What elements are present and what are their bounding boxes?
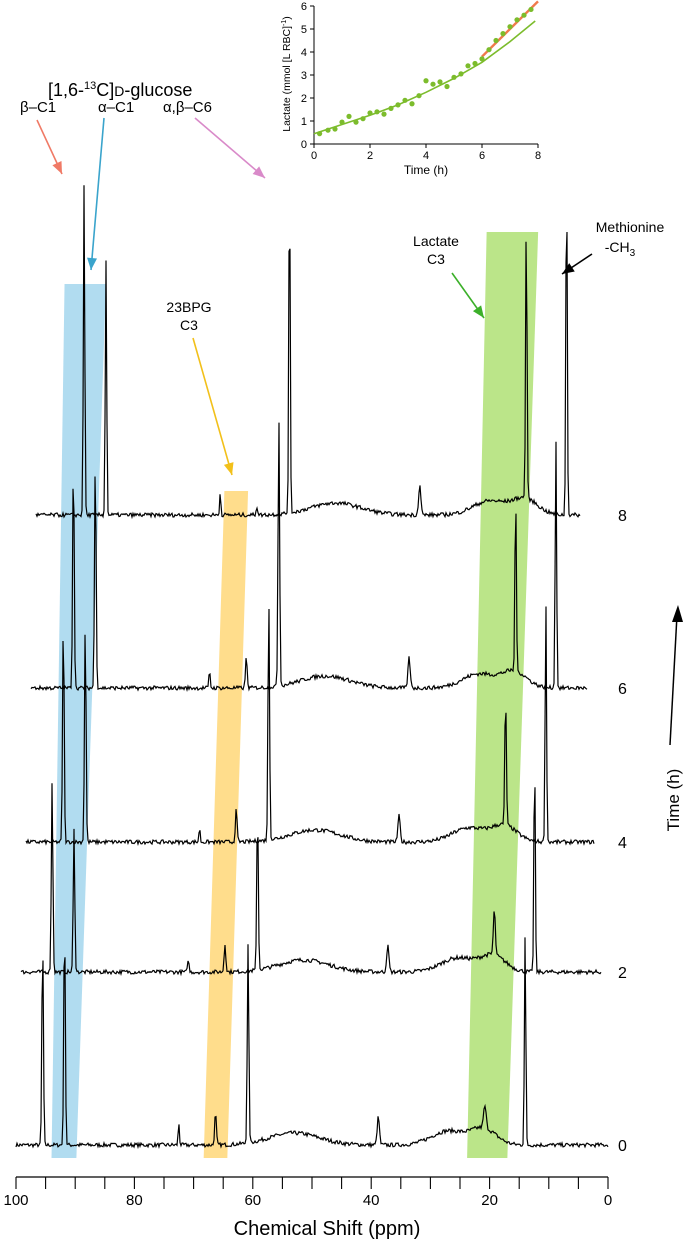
inset-data-point (479, 56, 485, 62)
annotation-glucose-title: [1,6-13C]D-glucose (48, 80, 192, 100)
band-green (467, 232, 539, 1158)
inset-data-point (472, 60, 478, 67)
inset-x-tick-label: 0 (311, 150, 317, 162)
inset-data-point (465, 63, 471, 69)
inset-data-point (500, 30, 506, 37)
spectrum-trace-t8 (35, 185, 581, 520)
annotation-alpha-c1: α–C1 (98, 99, 134, 116)
spectrum-trace-t2 (20, 783, 602, 977)
x-tick-label: 60 (244, 1192, 261, 1209)
inset-data-point (374, 109, 380, 115)
x-axis-title: Chemical Shift (ppm) (234, 1218, 421, 1240)
arrow-alpha-c1 (90, 117, 105, 271)
inset-data-point (528, 6, 534, 13)
arrow-alpha-c1-head (87, 257, 98, 270)
inset-data-point (346, 113, 352, 119)
inset-data-point (332, 126, 338, 132)
spectrum-trace-t0 (15, 937, 609, 1150)
inset-data-point (317, 131, 323, 137)
inset-x-tick-label: 8 (535, 150, 541, 162)
inset-data-point (325, 127, 331, 133)
annotation-bpg-line1: 23BPG (166, 299, 211, 315)
spectra-traces: 0 2 4 6 8 (15, 185, 627, 1155)
inset-fit-line (313, 20, 536, 135)
inset-x-tick-label: 6 (479, 150, 485, 162)
inset-data-point (402, 97, 408, 103)
inset-x-tick-label: 2 (367, 150, 373, 162)
band-blue (51, 284, 106, 1158)
x-tick-label: 100 (3, 1192, 28, 1209)
inset-data-point (458, 71, 464, 77)
inset-data-point (514, 17, 520, 23)
trace-time-label: 4 (618, 835, 627, 852)
arrow-bpg (192, 337, 233, 476)
inset-data-point (395, 102, 401, 108)
arrow-methionine-head (562, 263, 575, 274)
inset-data-point (360, 116, 366, 122)
inset-data-point (381, 111, 387, 117)
inset-data-point (430, 81, 436, 87)
annotation-lactate-line2: C3 (427, 251, 445, 267)
inset-x-tick-label: 4 (423, 150, 429, 162)
inset-data-point (339, 119, 345, 125)
annotation-c6: α,β–C6 (163, 99, 212, 116)
band-yellow (203, 491, 249, 1158)
inset-data-point (493, 37, 499, 44)
svg-text:[1,6-13C]D-glucose: [1,6-13C]D-glucose (48, 80, 192, 100)
inset-data-point (451, 74, 457, 80)
annotation-methionine-line1: Methionine (596, 219, 665, 235)
inset-y-tick-label: 1 (301, 116, 307, 128)
arrow-c6-head (252, 166, 265, 178)
inset-y-tick-label: 3 (301, 70, 307, 82)
inset-y-tick-label: 0 (301, 139, 307, 151)
inset-data-point (486, 47, 492, 53)
x-tick-label: 20 (481, 1192, 498, 1209)
inset-y-tick-label: 5 (301, 24, 307, 36)
trace-time-label: 6 (618, 681, 627, 698)
inset-data-point (437, 79, 443, 85)
inset-y-title: Lactate (mmol [L RBC]-1) (281, 16, 293, 132)
inset-data-point (444, 83, 450, 90)
inset-data-point (353, 119, 359, 125)
inset-y-tick-label: 2 (301, 93, 307, 105)
inset-data-point (367, 110, 373, 116)
inset-data-point (423, 78, 429, 84)
time-arrow (669, 605, 683, 746)
chemical-shift-axis: 100 80 60 40 20 0 (3, 1176, 612, 1209)
arrow-c6 (194, 117, 266, 179)
trace-time-label: 2 (618, 965, 627, 982)
x-tick-label: 40 (363, 1192, 380, 1209)
arrow-beta-c1-head (52, 161, 62, 174)
x-tick-label: 0 (604, 1192, 612, 1209)
time-axis-title: Time (h) (664, 769, 683, 832)
arrow-lactate-head (472, 305, 484, 318)
inset-data-point (507, 24, 513, 30)
annotation-lactate-line1: Lactate (413, 233, 459, 249)
inset-data-point (521, 12, 527, 18)
spectrum-trace-t4 (25, 606, 595, 847)
inset-y-tick-label: 4 (301, 47, 307, 59)
inset-data-point (416, 93, 422, 99)
arrow-bpg-head (223, 462, 234, 475)
highlight-bands (51, 232, 539, 1158)
annotation-methionine-line2: -CH3 (605, 239, 636, 259)
x-tick-label: 80 (126, 1192, 143, 1209)
annotation-beta-c1: β–C1 (20, 99, 56, 116)
inset-y-tick-label: 6 (301, 1, 307, 13)
inset-data-point (388, 105, 394, 111)
inset-data-point (409, 101, 415, 107)
annotation-bpg-line2: C3 (180, 317, 198, 333)
annotation-arrows (36, 117, 593, 476)
lactate-inset-chart: 0 2 4 6 8 0 1 2 3 4 5 6 (301, 0, 541, 162)
inset-x-title: Time (h) (404, 163, 448, 177)
spectrum-trace-t6 (30, 422, 588, 692)
trace-time-label: 0 (618, 1138, 627, 1155)
trace-time-label: 8 (618, 508, 627, 525)
